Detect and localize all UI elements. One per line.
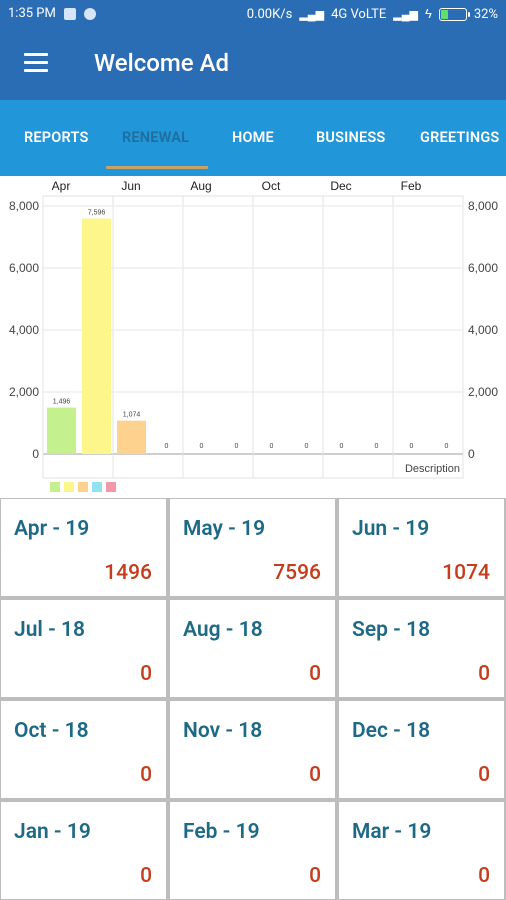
tile-month-label: Sep - 18 xyxy=(352,618,431,642)
tile-month-label: Oct - 18 xyxy=(14,719,89,743)
x-tick-label: Jun xyxy=(121,179,140,193)
data-label: 0 xyxy=(305,443,309,450)
legend-swatch xyxy=(78,482,88,492)
month-tile[interactable]: Mar - 19 0 xyxy=(338,801,505,900)
tab-reports[interactable]: REPORTS xyxy=(24,129,89,146)
month-tile[interactable]: Feb - 19 0 xyxy=(169,801,336,900)
x-tick-label: Dec xyxy=(330,179,351,193)
bar-jun xyxy=(117,420,146,454)
month-tile[interactable]: Jun - 19 1074 xyxy=(338,498,505,597)
tab-greetings[interactable]: GREETINGS xyxy=(420,129,500,146)
app-title: Welcome Ad xyxy=(94,49,230,77)
notification-icon xyxy=(63,7,76,20)
tile-month-label: Aug - 18 xyxy=(183,618,263,642)
tile-month-label: Jun - 19 xyxy=(352,517,430,541)
month-tile[interactable]: Oct - 18 0 xyxy=(0,700,167,799)
month-tile[interactable]: Aug - 18 0 xyxy=(169,599,336,698)
tile-value: 1074 xyxy=(442,561,490,585)
y-tick-label-left: 8,000 xyxy=(9,199,39,213)
x-tick-label: Feb xyxy=(401,179,422,193)
tile-month-label: Jul - 18 xyxy=(14,618,86,642)
legend-swatch xyxy=(92,482,102,492)
chart-description: Description xyxy=(405,463,460,475)
tile-value: 0 xyxy=(140,864,152,888)
tile-month-label: Feb - 19 xyxy=(183,820,260,844)
x-tick-label: Aug xyxy=(190,179,211,193)
data-label: 1,074 xyxy=(123,412,141,419)
tile-value: 0 xyxy=(478,662,490,686)
status-bar: 1:35 PM 0.00K/s ▂▄▆ 4G VoLTE ▂▄▆ ϟ 32% xyxy=(0,0,506,28)
status-time: 1:35 PM xyxy=(8,6,56,21)
month-tile[interactable]: Apr - 19 1496 xyxy=(0,498,167,597)
tile-value: 0 xyxy=(309,864,321,888)
charging-icon: ϟ xyxy=(424,7,432,22)
bar-may xyxy=(82,218,111,454)
data-label: 0 xyxy=(165,443,169,450)
month-tile[interactable]: Jul - 18 0 xyxy=(0,599,167,698)
menu-icon[interactable] xyxy=(24,53,48,73)
legend-swatch xyxy=(106,482,116,492)
tile-month-label: May - 19 xyxy=(183,517,266,541)
app-bar: Welcome Ad xyxy=(0,28,506,100)
legend-swatch xyxy=(50,482,60,492)
y-tick-label-right: 0 xyxy=(468,447,475,461)
active-tab-indicator xyxy=(106,166,208,169)
battery-icon xyxy=(438,7,470,21)
y-tick-label-left: 2,000 xyxy=(9,385,39,399)
data-label: 0 xyxy=(410,443,414,450)
tile-value: 7596 xyxy=(273,561,321,585)
tile-month-label: Dec - 18 xyxy=(352,719,431,743)
month-tile[interactable]: Nov - 18 0 xyxy=(169,700,336,799)
data-label: 0 xyxy=(375,443,379,450)
bar-apr xyxy=(47,407,76,454)
renewal-chart: 0 0 2,000 2,000 4,000 4,000 6,000 6,000 8,000 8,0… xyxy=(0,176,506,496)
network-speed: 0.00K/s xyxy=(246,6,293,22)
data-label: 0 xyxy=(200,443,204,450)
legend-swatch xyxy=(64,482,74,492)
month-tile[interactable]: Sep - 18 0 xyxy=(338,599,505,698)
tab-renewal[interactable]: RENEWAL xyxy=(122,129,190,146)
y-tick-label-left: 4,000 xyxy=(9,323,39,337)
data-label: 1,496 xyxy=(53,399,71,406)
month-tile[interactable]: Jan - 19 0 xyxy=(0,801,167,900)
tab-bar: REPORTS RENEWAL HOME BUSINESS GREETINGS xyxy=(0,100,506,176)
tab-home[interactable]: HOME xyxy=(232,129,274,146)
month-tiles-grid: Apr - 19 1496 May - 19 7596 Jun - 19 1074 Jul … xyxy=(0,498,506,900)
tile-value: 0 xyxy=(309,763,321,787)
battery-percent: 32% xyxy=(473,6,498,22)
network-type: 4G VoLTE xyxy=(331,6,387,22)
sync-icon xyxy=(83,7,96,20)
x-tick-label: Apr xyxy=(52,179,71,193)
data-label: 0 xyxy=(445,443,449,450)
signal-icon-2: ▂▄▆ xyxy=(393,7,418,21)
data-label: 0 xyxy=(235,443,239,450)
tile-value: 1496 xyxy=(104,561,152,585)
y-tick-label-right: 4,000 xyxy=(468,323,498,337)
y-tick-label-left: 6,000 xyxy=(9,261,39,275)
tile-value: 0 xyxy=(309,662,321,686)
y-tick-label-right: 8,000 xyxy=(468,199,498,213)
tab-business[interactable]: BUSINESS xyxy=(316,129,386,146)
tile-month-label: Nov - 18 xyxy=(183,719,263,743)
data-label: 7,596 xyxy=(88,210,106,217)
tile-month-label: Mar - 19 xyxy=(352,820,432,844)
tile-value: 0 xyxy=(478,763,490,787)
x-tick-label: Oct xyxy=(262,179,281,193)
tile-value: 0 xyxy=(140,763,152,787)
tile-month-label: Jan - 19 xyxy=(14,820,91,844)
data-label: 0 xyxy=(270,443,274,450)
month-tile[interactable]: May - 19 7596 xyxy=(169,498,336,597)
data-label: 0 xyxy=(340,443,344,450)
bar-chart: 0 0 2,000 2,000 4,000 4,000 6,000 6,000 8,000 8,0… xyxy=(9,179,498,492)
signal-icon: ▂▄▆ xyxy=(299,7,325,21)
y-tick-label-right: 6,000 xyxy=(468,261,498,275)
month-tile[interactable]: Dec - 18 0 xyxy=(338,700,505,799)
tile-month-label: Apr - 19 xyxy=(14,517,90,541)
y-tick-label-right: 2,000 xyxy=(468,385,498,399)
tile-value: 0 xyxy=(478,864,490,888)
tile-value: 0 xyxy=(140,662,152,686)
y-tick-label-left: 0 xyxy=(32,447,39,461)
